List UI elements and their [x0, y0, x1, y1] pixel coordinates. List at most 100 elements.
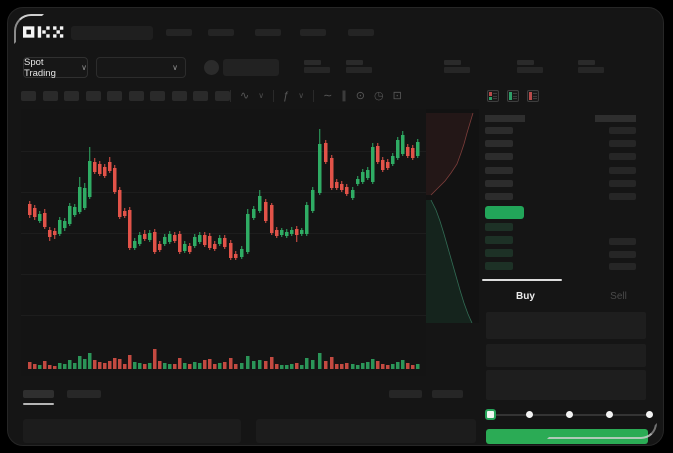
interval-skeleton[interactable] [42, 91, 58, 101]
volume-bar [324, 361, 328, 369]
bid-price-skeleton[interactable] [485, 223, 513, 231]
ask-price-skeleton[interactable] [485, 153, 513, 160]
bid-price-skeleton[interactable] [485, 262, 513, 270]
volume-bar [108, 361, 112, 369]
volume-bar [63, 364, 67, 369]
interval-skeleton[interactable] [214, 91, 230, 101]
candle-body [73, 207, 77, 215]
bid-amount-skeleton[interactable] [609, 263, 636, 270]
interval-skeleton[interactable] [21, 91, 36, 101]
ask-price-skeleton[interactable] [485, 180, 513, 187]
volume-bar [118, 359, 122, 369]
bottom-table-skeleton [256, 419, 476, 443]
book-icon-side-bar [529, 92, 532, 100]
chevron-down-icon[interactable]: ∨ [298, 91, 305, 100]
slider-stop-dot[interactable] [606, 411, 613, 418]
slider-stop-dot[interactable] [526, 411, 533, 418]
candle-body [38, 214, 42, 221]
book-both-sides-icon[interactable] [487, 90, 499, 102]
ask-amount-skeleton[interactable] [609, 127, 636, 134]
stat-value-skeleton [346, 67, 372, 73]
topbar-menu-skeleton[interactable] [348, 29, 374, 36]
ask-price-skeleton[interactable] [485, 127, 513, 134]
stat-label-skeleton [444, 60, 461, 65]
ask-amount-skeleton[interactable] [609, 193, 636, 200]
expand-icon[interactable]: ⊡ [392, 89, 402, 102]
volume-bar [366, 362, 370, 369]
interval-skeleton[interactable] [193, 91, 208, 101]
toolbar-divider [273, 90, 275, 102]
depth-chart[interactable] [426, 109, 479, 323]
volume-bar [173, 364, 177, 369]
candlestick-chart[interactable] [21, 109, 426, 376]
interval-skeleton[interactable] [128, 91, 144, 101]
market-type-selector[interactable]: Spot Trading ∨ [23, 57, 88, 79]
candle-body [183, 244, 187, 251]
last-price-badge[interactable] [485, 206, 524, 219]
order-input-skeleton[interactable] [486, 344, 646, 367]
bottom-action-skeleton[interactable] [432, 390, 463, 398]
pair-selector[interactable]: ∨ [96, 57, 186, 78]
candle-body [275, 230, 279, 236]
book-asks-only-icon[interactable] [527, 90, 539, 102]
candles-icon[interactable]: ∿ [240, 89, 250, 102]
slider-stop-dot[interactable] [566, 411, 573, 418]
chevron-down-icon: ∨ [172, 62, 178, 72]
ask-amount-skeleton[interactable] [609, 180, 636, 187]
search-skeleton[interactable] [71, 26, 153, 40]
stat-value-skeleton [517, 67, 543, 73]
bottom-table-skeleton [23, 419, 241, 443]
candle-body [391, 156, 395, 164]
interval-skeleton[interactable] [150, 91, 165, 101]
candle-body [366, 170, 370, 178]
topbar-menu-skeleton[interactable] [300, 29, 326, 36]
submit-order-button[interactable] [486, 429, 648, 444]
bid-price-skeleton[interactable] [485, 249, 513, 257]
order-input-skeleton[interactable] [486, 312, 646, 339]
topbar-menu-skeleton[interactable] [208, 29, 234, 36]
bid-amount-skeleton[interactable] [609, 251, 636, 258]
interval-skeleton[interactable] [171, 91, 187, 101]
bid-amount-skeleton[interactable] [609, 238, 636, 245]
ask-price-skeleton[interactable] [485, 140, 513, 147]
bid-price-skeleton[interactable] [485, 236, 513, 244]
topbar-menu-skeleton[interactable] [255, 29, 281, 36]
candle-body [280, 230, 284, 235]
clock-icon[interactable]: ◷ [374, 89, 384, 102]
indicators-icon[interactable]: ƒ [283, 89, 290, 102]
ask-price-skeleton[interactable] [485, 167, 513, 174]
book-bids-only-icon[interactable] [507, 90, 519, 102]
ask-amount-skeleton[interactable] [609, 167, 636, 174]
candle-body [123, 211, 127, 216]
candle-body [68, 206, 72, 224]
candle-body [295, 229, 299, 235]
line-tool-icon[interactable]: ∼ [323, 89, 333, 102]
camera-icon[interactable]: ⊙ [355, 89, 365, 102]
candle-body [213, 244, 217, 249]
tab-buy[interactable]: Buy [479, 282, 572, 308]
bottom-tab-active-skeleton[interactable] [23, 390, 54, 398]
bottom-action-skeleton[interactable] [389, 390, 422, 398]
ask-price-skeleton[interactable] [485, 193, 513, 200]
depth-asks-line [430, 112, 474, 196]
interval-skeleton[interactable] [64, 91, 79, 101]
slider-handle[interactable] [485, 409, 496, 420]
ask-amount-skeleton[interactable] [609, 153, 636, 160]
orderbook-header-price-skeleton [485, 115, 525, 122]
chevron-down-icon[interactable]: ∨ [258, 91, 265, 100]
volume-bar [401, 360, 405, 369]
slider-stop-dot[interactable] [646, 411, 653, 418]
okx-logo[interactable] [23, 25, 65, 39]
topbar-menu-skeleton[interactable] [166, 29, 192, 36]
volume-bar [340, 364, 344, 369]
candle-body [270, 205, 274, 233]
interval-skeleton[interactable] [107, 91, 122, 101]
tab-sell[interactable]: Sell [572, 282, 663, 308]
bottom-tab-skeleton[interactable] [67, 390, 101, 398]
draw-tool-icon[interactable]: ∥ [341, 89, 347, 102]
ask-amount-skeleton[interactable] [609, 140, 636, 147]
interval-skeleton[interactable] [85, 91, 101, 101]
order-input-skeleton[interactable] [486, 370, 646, 400]
volume-bar [411, 365, 415, 369]
candle-body [103, 167, 107, 176]
